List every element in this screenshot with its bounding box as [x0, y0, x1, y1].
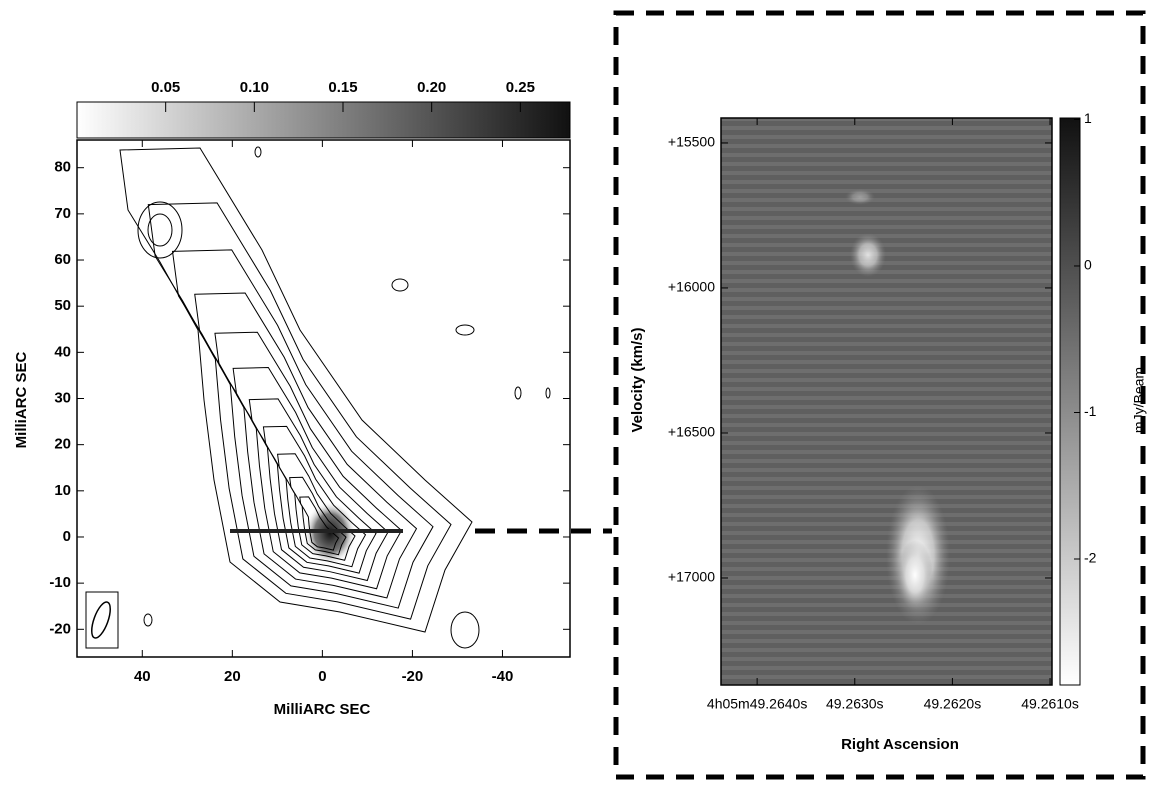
y-tick-label: 70	[54, 205, 71, 222]
y-tick-label: 30	[54, 389, 71, 406]
y-tick-label: +17000	[668, 569, 715, 585]
plot-frame	[720, 117, 1053, 686]
x-axis-label: Right Ascension	[841, 736, 959, 753]
y-tick-label: +16000	[668, 279, 715, 295]
pv-image	[721, 118, 1052, 685]
x-tick-label: 40	[134, 668, 151, 685]
y-tick-label: 80	[54, 159, 71, 176]
colorbar-tick-label: 0.25	[506, 79, 535, 96]
colorbar-tick-label: 0.20	[417, 79, 446, 96]
y-tick-label: -10	[49, 574, 71, 591]
contour	[171, 249, 434, 609]
x-tick-label: 49.2630s	[826, 696, 884, 712]
y-tick-label: +16500	[668, 424, 715, 440]
colorbar	[76, 101, 571, 139]
contour-map	[85, 146, 551, 649]
colorbar-tick-label: 0	[1084, 257, 1092, 273]
colorbar-tick-label: 0.15	[328, 79, 357, 96]
y-axis-label: MilliARC SEC	[13, 352, 30, 449]
y-tick-label: 60	[54, 251, 71, 268]
y-tick-label: -20	[49, 620, 71, 637]
x-tick-label: 4h05m49.2640s	[707, 696, 807, 712]
x-tick-label: 49.2610s	[1021, 696, 1079, 712]
x-tick-label: 49.2620s	[924, 696, 982, 712]
x-tick-label: -40	[492, 668, 514, 685]
x-tick-label: 20	[224, 668, 241, 685]
colorbar-tick-label: 1	[1084, 110, 1092, 126]
plot-frame	[76, 139, 571, 658]
y-tick-label: 10	[54, 482, 71, 499]
contour	[119, 147, 473, 633]
contour	[299, 496, 340, 551]
x-tick-label: -20	[402, 668, 424, 685]
colorbar-tick-label: -1	[1084, 403, 1097, 419]
y-tick-label: 50	[54, 297, 71, 314]
colorbar-label: mJy/Beam	[1131, 367, 1147, 433]
colorbar	[1059, 117, 1081, 686]
contour	[147, 202, 452, 620]
y-axis-label: Velocity (km/s)	[629, 327, 646, 432]
x-tick-label: 0	[318, 668, 326, 685]
x-axis-label: MilliARC SEC	[274, 701, 371, 718]
zoom-box	[613, 10, 1146, 780]
colorbar-tick-label: 0.05	[151, 79, 180, 96]
colorbar-tick-label: -2	[1084, 550, 1097, 566]
y-tick-label: +15500	[668, 134, 715, 150]
colorbar-tick-label: 0.10	[240, 79, 269, 96]
y-tick-label: 40	[54, 343, 71, 360]
y-tick-label: 0	[63, 528, 71, 545]
y-tick-label: 20	[54, 436, 71, 453]
